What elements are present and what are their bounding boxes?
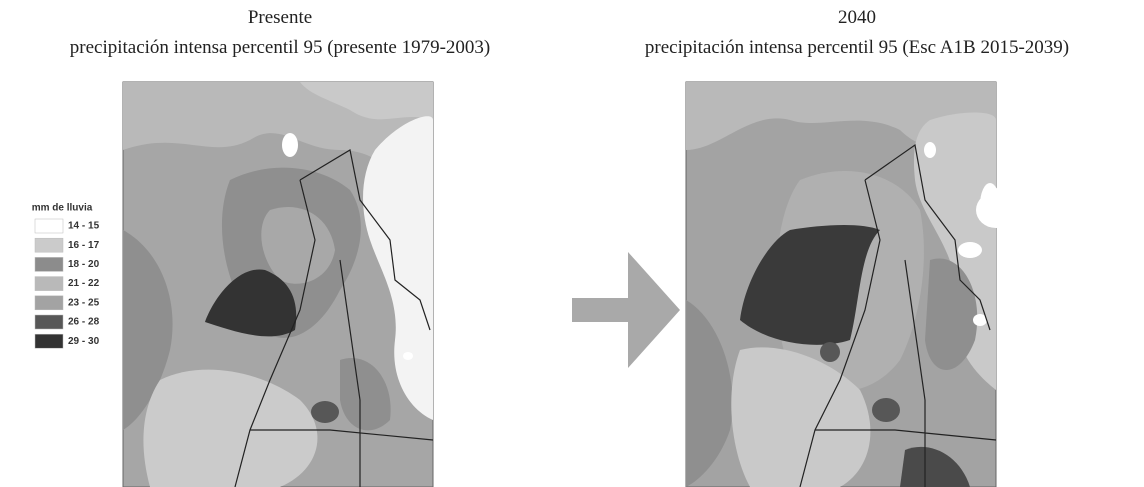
legend-swatch <box>35 315 63 329</box>
legend-swatch <box>35 238 63 252</box>
legend-swatch <box>35 277 63 291</box>
left-map <box>123 82 433 487</box>
arrow <box>572 252 680 368</box>
legend-label: 16 - 17 <box>68 240 100 251</box>
legend-label: 14 - 15 <box>68 221 100 232</box>
legend-label: 23 - 25 <box>68 297 100 308</box>
page: Presente precipitación intensa percentil… <box>0 0 1144 487</box>
legend-swatch <box>35 296 63 310</box>
figure: mm de lluvia 14 - 15 16 - 17 18 - 20 21 - 2… <box>0 0 1144 487</box>
legend-label: 21 - 22 <box>68 278 100 289</box>
right-map <box>686 82 1016 487</box>
legend: mm de lluvia 14 - 15 16 - 17 18 - 20 21 - 2… <box>32 203 100 349</box>
legend-label: 29 - 30 <box>68 336 100 347</box>
legend-label: 18 - 20 <box>68 259 100 270</box>
legend-swatch <box>35 219 63 233</box>
legend-swatch <box>35 257 63 271</box>
legend-label: 26 - 28 <box>68 317 100 328</box>
legend-swatch <box>35 334 63 348</box>
legend-title: mm de lluvia <box>32 203 93 214</box>
